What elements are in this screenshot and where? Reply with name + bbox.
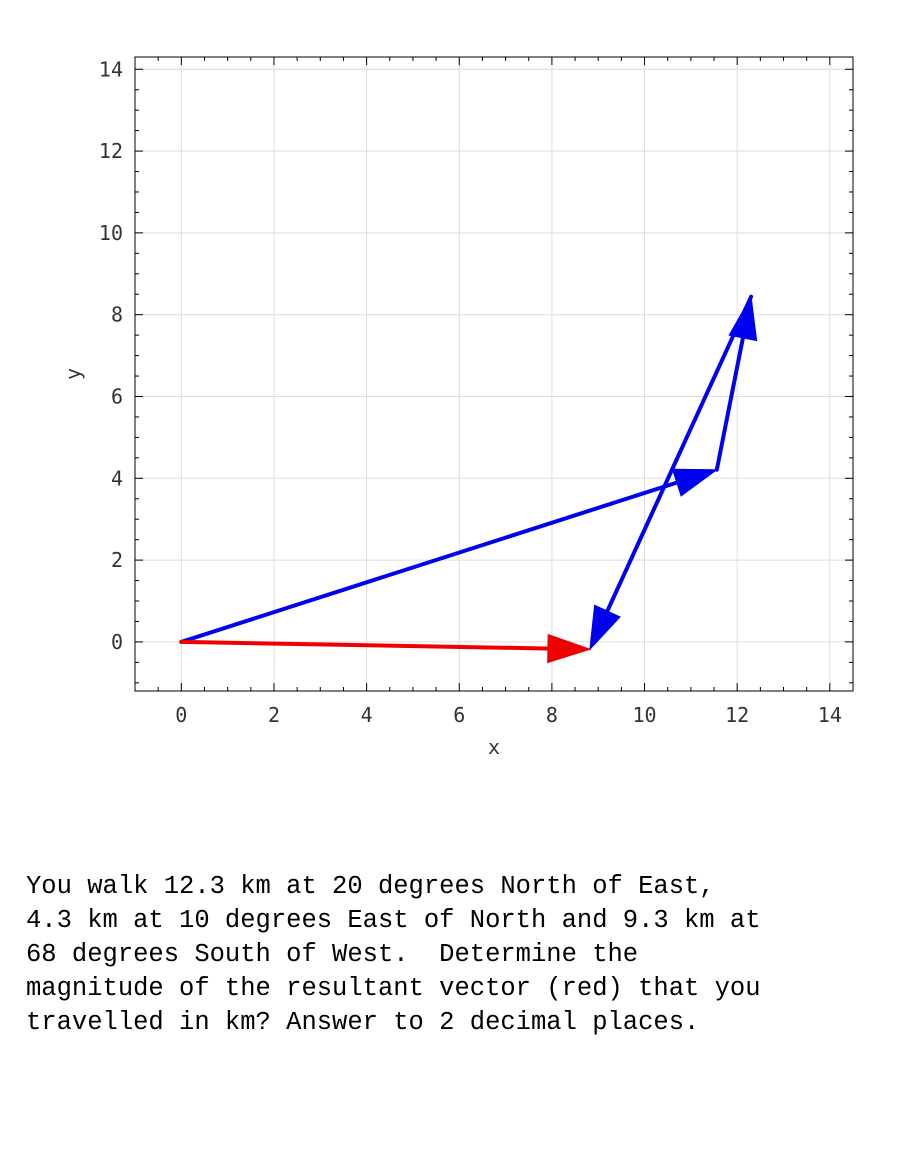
vectors bbox=[179, 294, 758, 664]
y-axis-label: y bbox=[61, 368, 85, 380]
x-axis-label: x bbox=[488, 735, 500, 759]
x-tick-label: 10 bbox=[633, 703, 657, 727]
problem-line-1: You walk 12.3 km at 20 degrees North of … bbox=[26, 872, 715, 901]
x-tick-label: 6 bbox=[453, 703, 465, 727]
y-tick-label: 12 bbox=[99, 139, 123, 163]
plot-frame bbox=[134, 56, 854, 692]
y-tick-label: 14 bbox=[99, 57, 123, 81]
vector-arrowhead bbox=[547, 633, 592, 664]
vector-arrowhead bbox=[671, 468, 719, 497]
minor-ticks bbox=[134, 57, 854, 691]
grid bbox=[135, 57, 853, 691]
tick-labels: 0 2 4 6 8 10 12 14 0 2 4 6 8 10 12 14 bbox=[99, 57, 842, 727]
vector-shaft bbox=[179, 479, 683, 644]
vector-shaft bbox=[179, 639, 554, 651]
x-tick-label: 2 bbox=[268, 703, 280, 727]
y-tick-label: 2 bbox=[111, 548, 123, 572]
y-tick-label: 0 bbox=[111, 630, 123, 654]
resultant-vector bbox=[179, 633, 592, 664]
problem-statement: You walk 12.3 km at 20 degrees North of … bbox=[26, 870, 886, 1040]
x-tick-label: 12 bbox=[725, 703, 749, 727]
x-tick-label: 0 bbox=[175, 703, 187, 727]
vector-shaft bbox=[714, 331, 746, 472]
problem-line-3: 68 degrees South of West. Determine the bbox=[26, 940, 639, 969]
problem-line-2: 4.3 km at 10 degrees East of North and 9… bbox=[26, 906, 761, 935]
x-tick-label: 4 bbox=[361, 703, 373, 727]
vector-shaft bbox=[603, 294, 754, 617]
problem-line-4: magnitude of the resultant vector (red) … bbox=[26, 974, 761, 1003]
component-vector-3 bbox=[589, 294, 754, 651]
x-tick-label: 14 bbox=[818, 703, 842, 727]
vector-arrowhead bbox=[589, 604, 621, 651]
y-tick-label: 6 bbox=[111, 384, 123, 408]
x-tick-label: 8 bbox=[546, 703, 558, 727]
problem-line-5: travelled in km? Answer to 2 decimal pla… bbox=[26, 1008, 700, 1037]
y-tick-label: 8 bbox=[111, 303, 123, 327]
y-tick-label: 4 bbox=[111, 466, 123, 490]
y-tick-label: 10 bbox=[99, 221, 123, 245]
component-vector-1 bbox=[179, 468, 719, 644]
vector-chart: 0 2 4 6 8 10 12 14 0 2 4 6 8 10 12 14 x y bbox=[61, 56, 854, 759]
